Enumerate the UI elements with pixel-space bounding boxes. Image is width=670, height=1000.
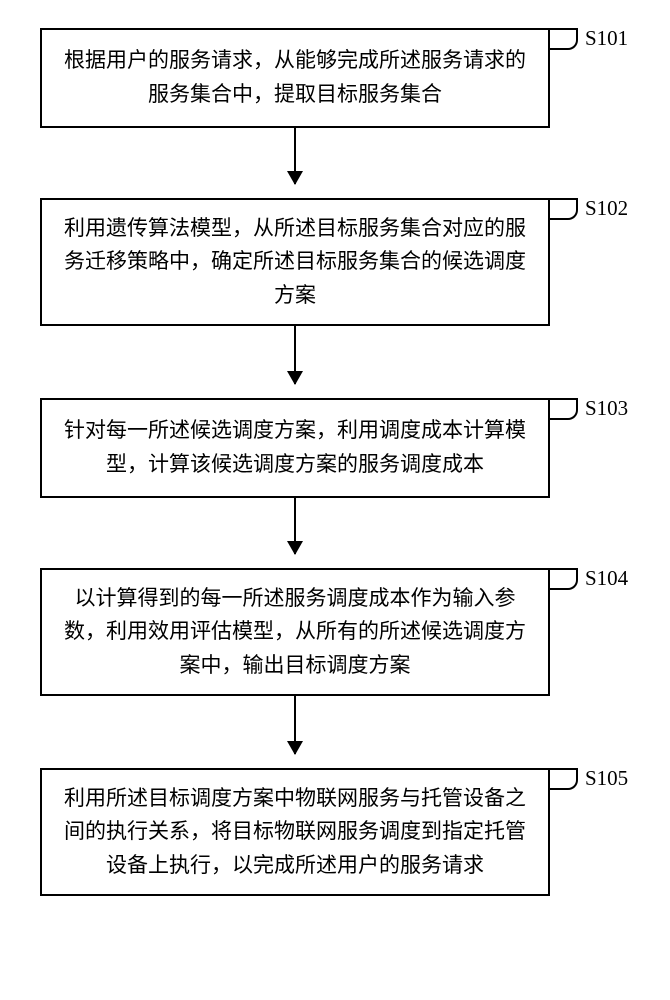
step-label-s104: S104 — [585, 566, 628, 591]
step-label-s101: S101 — [585, 26, 628, 51]
label-bracket — [550, 398, 578, 420]
arrow-connector — [294, 128, 296, 184]
step-label-s103: S103 — [585, 396, 628, 421]
step-box-s101: 根据用户的服务请求，从能够完成所述服务请求的服务集合中，提取目标服务集合 — [40, 28, 550, 128]
step-text: 根据用户的服务请求，从能够完成所述服务请求的服务集合中，提取目标服务集合 — [62, 44, 528, 111]
step-text: 利用遗传算法模型，从所述目标服务集合对应的服务迁移策略中，确定所述目标服务集合的… — [62, 212, 528, 313]
step-label-s105: S105 — [585, 766, 628, 791]
label-bracket — [550, 28, 578, 50]
label-bracket — [550, 198, 578, 220]
step-box-s102: 利用遗传算法模型，从所述目标服务集合对应的服务迁移策略中，确定所述目标服务集合的… — [40, 198, 550, 326]
arrow-connector — [294, 326, 296, 384]
step-text: 针对每一所述候选调度方案，利用调度成本计算模型，计算该候选调度方案的服务调度成本 — [62, 414, 528, 481]
step-text: 利用所述目标调度方案中物联网服务与托管设备之间的执行关系，将目标物联网服务调度到… — [62, 782, 528, 883]
label-bracket — [550, 768, 578, 790]
step-box-s103: 针对每一所述候选调度方案，利用调度成本计算模型，计算该候选调度方案的服务调度成本 — [40, 398, 550, 498]
step-text: 以计算得到的每一所述服务调度成本作为输入参数，利用效用评估模型，从所有的所述候选… — [62, 582, 528, 683]
step-box-s105: 利用所述目标调度方案中物联网服务与托管设备之间的执行关系，将目标物联网服务调度到… — [40, 768, 550, 896]
step-label-s102: S102 — [585, 196, 628, 221]
arrow-connector — [294, 498, 296, 554]
arrow-connector — [294, 696, 296, 754]
label-bracket — [550, 568, 578, 590]
step-box-s104: 以计算得到的每一所述服务调度成本作为输入参数，利用效用评估模型，从所有的所述候选… — [40, 568, 550, 696]
flowchart-container: 根据用户的服务请求，从能够完成所述服务请求的服务集合中，提取目标服务集合 S10… — [0, 0, 670, 1000]
